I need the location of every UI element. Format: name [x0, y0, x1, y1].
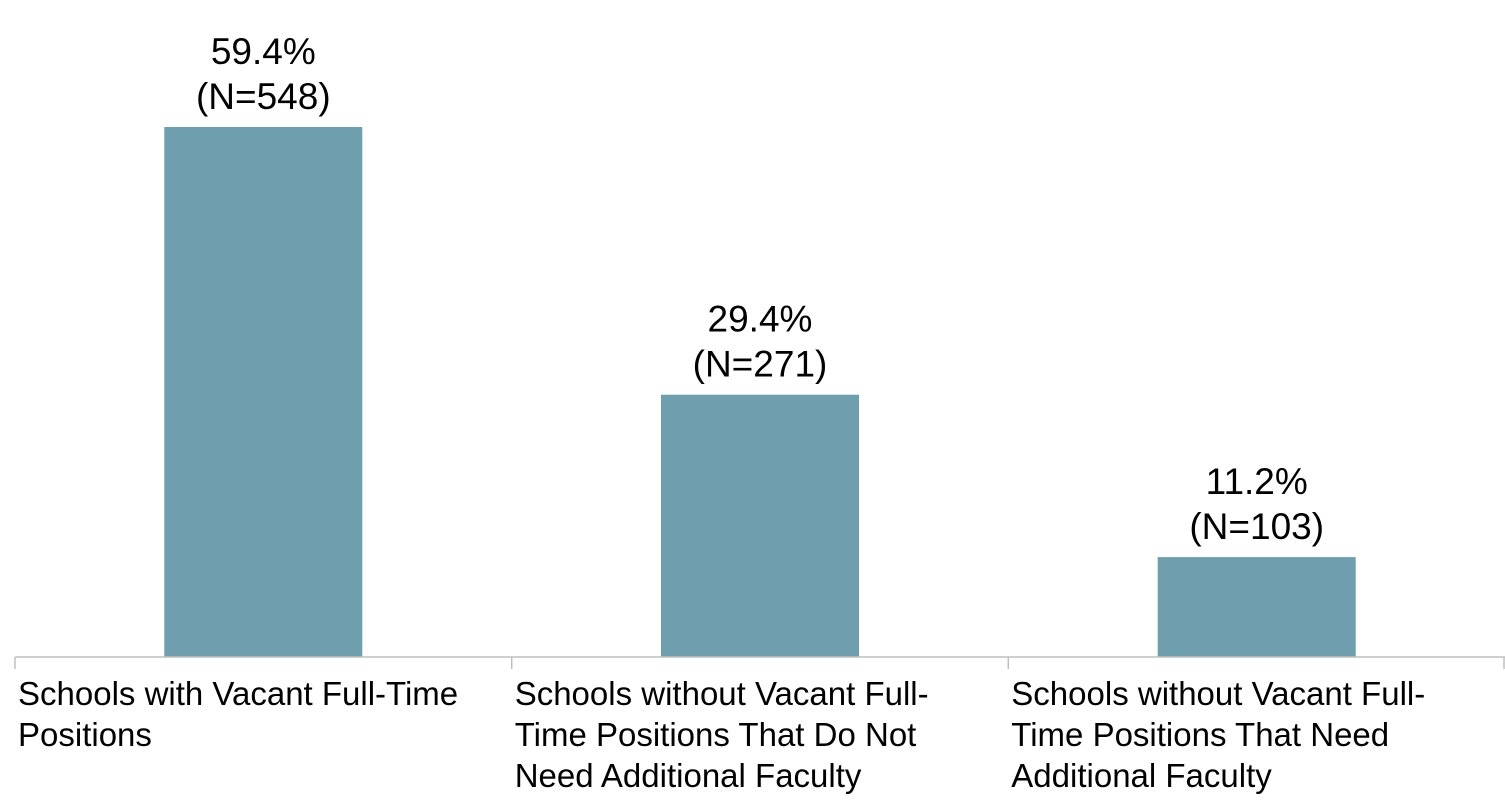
data-label-1-line-2: (N=548): [196, 76, 331, 117]
category-labels-group: Schools with Vacant Full-Time Positions Sc…: [18, 675, 1425, 794]
category-label-3-line-3: Additional Faculty: [1011, 757, 1272, 794]
category-label-3-line-1: Schools without Vacant Full-: [1011, 675, 1425, 712]
category-label-2-line-1: Schools without Vacant Full-: [515, 675, 929, 712]
category-label-3-line-2: Time Positions That Need: [1011, 716, 1389, 753]
bars-group: [164, 127, 1356, 657]
category-label-2-line-3: Need Additional Faculty: [515, 757, 862, 794]
data-label-3-line-2: (N=103): [1189, 506, 1324, 547]
data-label-3-line-1: 11.2%: [1206, 461, 1308, 502]
category-label-2-line-2: Time Positions That Do Not: [515, 716, 917, 753]
x-axis: [14, 656, 1505, 669]
bar-3: [1157, 557, 1356, 657]
data-label-2-line-2: (N=271): [693, 344, 828, 385]
category-label-1-line-1: Schools with Vacant Full-Time: [18, 675, 458, 712]
bar-2: [661, 394, 859, 657]
data-label-2-line-1: 29.4%: [708, 299, 813, 340]
data-label-1-line-1: 59.4%: [211, 31, 316, 72]
category-label-1-line-2: Positions: [18, 716, 152, 753]
data-labels-group: 59.4%(N=548) 29.4%(N=271) 11.2%(N=103): [196, 31, 1324, 547]
bar-1: [164, 127, 363, 657]
